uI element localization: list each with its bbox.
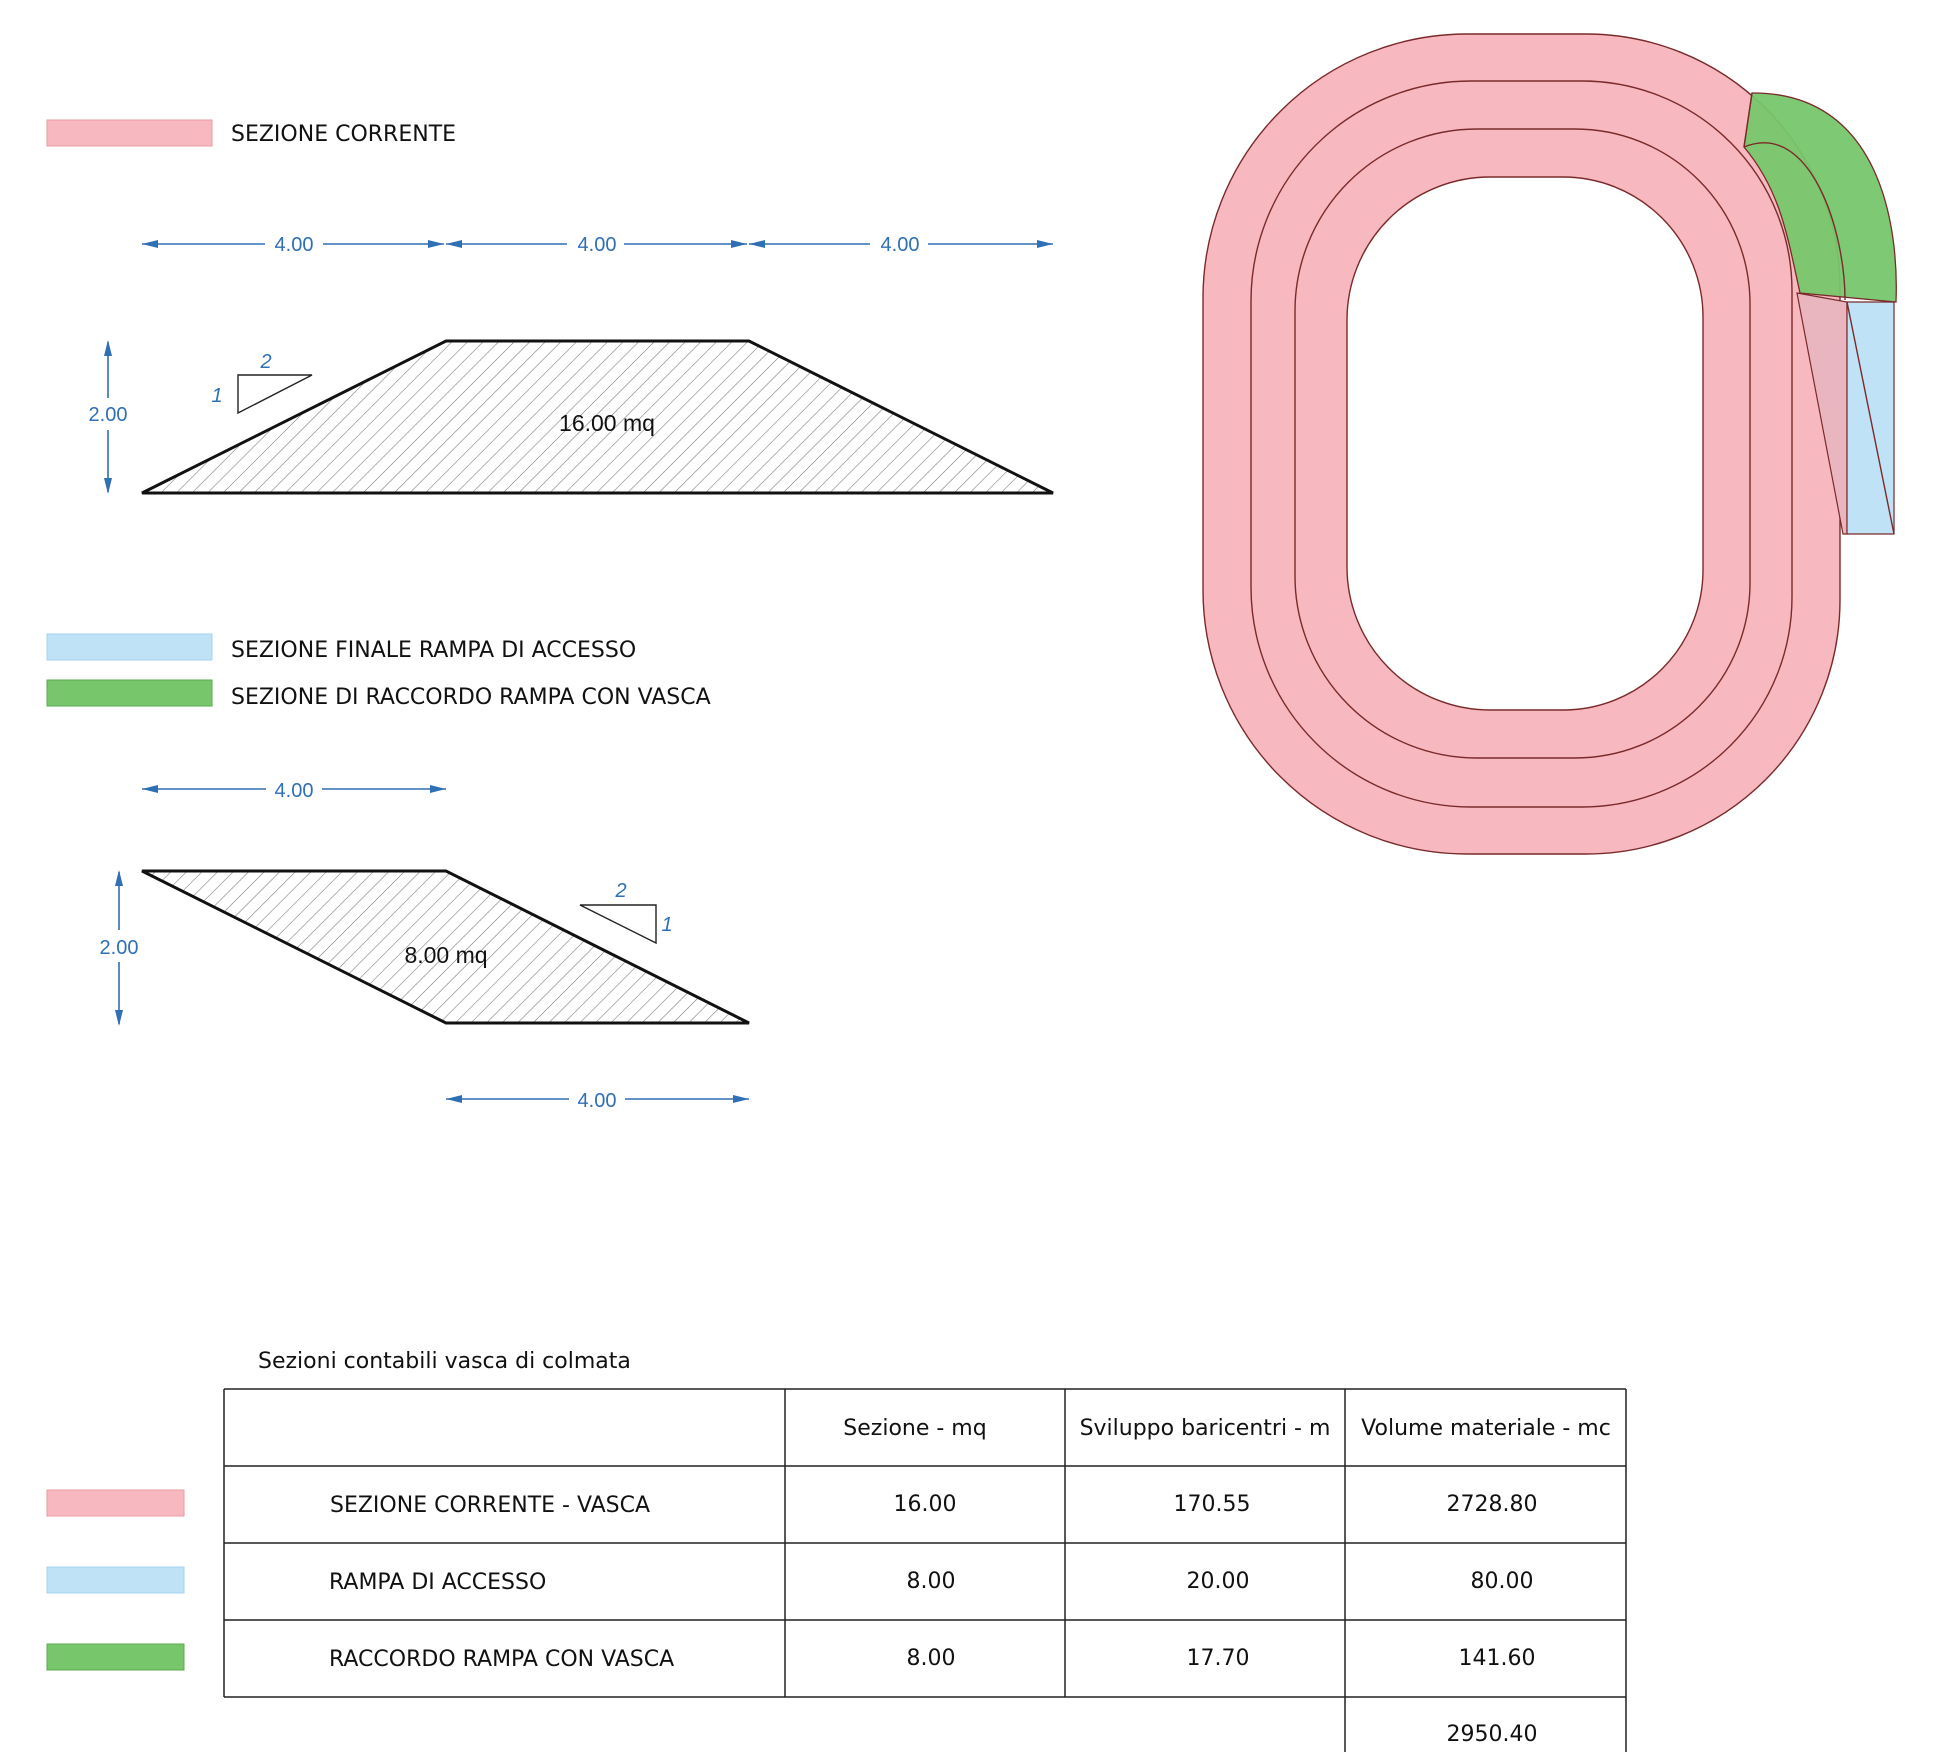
section-rampa-drawing: 4.00 2.00 2 1 8.00 mq 4.00 (100, 780, 750, 1112)
legend-swatch-rampa (46, 633, 213, 661)
plan-contour-inner (1294, 128, 1751, 759)
section-area-label: 16.00 mq (559, 410, 655, 436)
legend-swatch-raccordo (46, 679, 213, 707)
table-header-cell: Volume materiale - mc (1361, 1416, 1611, 1441)
cross-section-parallelogram (141, 869, 750, 1025)
dimension-label: 2.00 (100, 937, 139, 959)
dimension-label: 4.00 (578, 234, 617, 256)
table-header-row: Sezione - mq Sviluppo baricentri - m Vol… (843, 1416, 1611, 1441)
slope-rise-label: 1 (661, 914, 672, 936)
table-title: Sezioni contabili vasca di colmata (258, 1349, 631, 1374)
dimension-label: 4.00 (881, 234, 920, 256)
table-row: SEZIONE CORRENTE - VASCA 16.00 170.55 27… (46, 1489, 1538, 1518)
table-header-cell: Sviluppo baricentri - m (1080, 1416, 1331, 1441)
row-color-swatch-corrente (46, 1489, 185, 1517)
summary-table: Sezioni contabili vasca di colmata Sezio… (46, 1349, 1627, 1752)
cell-volume: 141.60 (1459, 1646, 1536, 1671)
row-label: SEZIONE CORRENTE - VASCA (330, 1493, 650, 1518)
row-label: RACCORDO RAMPA CON VASCA (329, 1647, 674, 1672)
table-header-cell: Sezione - mq (843, 1416, 986, 1441)
slope-rise-label: 1 (211, 385, 222, 407)
slope-indicator: 2 1 (579, 880, 673, 945)
dimension-height: 2.00 (89, 340, 128, 494)
plan-raccordo-rampa (1743, 92, 1897, 303)
cross-section-trapezoid (141, 339, 1054, 495)
dimension-bottom: 4.00 (446, 1090, 749, 1112)
cell-sviluppo: 17.70 (1187, 1646, 1250, 1671)
row-color-swatch-raccordo (46, 1643, 185, 1671)
dimension-top: 4.00 (142, 780, 446, 802)
dimension-label: 4.00 (275, 780, 314, 802)
table-total-volume: 2950.40 (1447, 1722, 1538, 1747)
row-color-swatch-rampa (46, 1566, 185, 1594)
basin-plan-view (1202, 33, 1897, 855)
cell-volume: 80.00 (1471, 1569, 1534, 1594)
dimension-label: 4.00 (578, 1090, 617, 1112)
row-label: RAMPA DI ACCESSO (329, 1570, 546, 1595)
table-row: RACCORDO RAMPA CON VASCA 8.00 17.70 141.… (46, 1643, 1536, 1672)
section-area-label: 8.00 mq (404, 942, 487, 968)
cell-sezione: 16.00 (894, 1492, 957, 1517)
dimension-chain-top: 4.00 4.00 4.00 (142, 234, 1053, 256)
legend-raccordo: SEZIONE DI RACCORDO RAMPA CON VASCA (46, 679, 711, 710)
section-corrente-drawing: 4.00 4.00 4.00 2.00 2 1 16.00 mq (89, 234, 1054, 495)
legend-corrente: SEZIONE CORRENTE (46, 119, 456, 147)
table-grid (223, 1388, 1627, 1752)
legend-label-rampa: SEZIONE FINALE RAMPA DI ACCESSO (231, 638, 636, 663)
cell-sezione: 8.00 (907, 1646, 956, 1671)
slope-indicator: 2 1 (211, 351, 313, 415)
legend-swatch-corrente (46, 119, 213, 147)
dimension-height: 2.00 (100, 870, 139, 1026)
cell-sviluppo: 170.55 (1174, 1492, 1251, 1517)
slope-run-label: 2 (614, 880, 626, 902)
plan-contour-outer (1250, 80, 1793, 808)
legend-rampa: SEZIONE FINALE RAMPA DI ACCESSO (46, 633, 636, 663)
cell-volume: 2728.80 (1447, 1492, 1538, 1517)
dimension-label: 4.00 (275, 234, 314, 256)
slope-run-label: 2 (259, 351, 271, 373)
table-row: RAMPA DI ACCESSO 8.00 20.00 80.00 (46, 1566, 1534, 1595)
cell-sviluppo: 20.00 (1187, 1569, 1250, 1594)
dimension-label: 2.00 (89, 404, 128, 426)
legend-label-raccordo: SEZIONE DI RACCORDO RAMPA CON VASCA (231, 685, 711, 710)
cell-sezione: 8.00 (907, 1569, 956, 1594)
legend-label-corrente: SEZIONE CORRENTE (231, 122, 456, 147)
